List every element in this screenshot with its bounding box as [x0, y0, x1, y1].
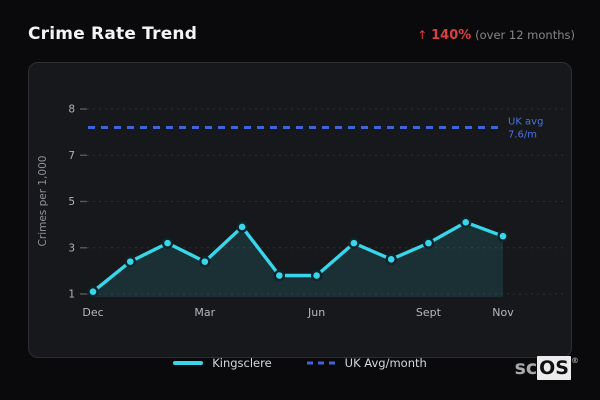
- x-tick-label: Jun: [307, 306, 325, 319]
- y-tick-label: 5: [68, 196, 75, 208]
- crime-trend-chart: Crimes per 1,000 1 3 5 7 8 Dec Mar Jun Sept Nov UK …: [37, 104, 564, 319]
- y-axis-title: Crimes per 1,000: [37, 156, 49, 247]
- brand-prefix: sc: [514, 357, 538, 379]
- data-point: [273, 269, 286, 282]
- data-point: [422, 237, 435, 249]
- chart-card: Crimes per 1,000 1 3 5 7 8 Dec Mar Jun Sept Nov UK …: [28, 62, 572, 358]
- data-point: [87, 285, 99, 298]
- data-point: [199, 255, 211, 268]
- legend-item-uk-avg: UK Avg/month: [306, 356, 427, 370]
- data-point: [236, 221, 248, 233]
- data-point: [385, 253, 397, 266]
- data-point: [124, 255, 136, 268]
- brand-box: OS: [537, 356, 571, 380]
- legend-label: UK Avg/month: [344, 356, 427, 370]
- y-tick-label: 7: [68, 150, 75, 162]
- header: Crime Rate Trend ↑ 140% (over 12 months): [28, 24, 575, 44]
- legend-item-kingsclere: Kingsclere: [173, 356, 272, 370]
- dashed-line-swatch-icon: [306, 361, 336, 365]
- x-tick-label: Sept: [416, 306, 442, 319]
- series-area-fill: [93, 222, 503, 297]
- series-line-kingsclere: [91, 220, 505, 294]
- y-tick-label: 8: [68, 104, 75, 116]
- data-point: [310, 269, 323, 282]
- chart-legend: Kingsclere UK Avg/month: [0, 353, 600, 373]
- legend-label: Kingsclere: [212, 356, 272, 370]
- trend-up-arrow-icon: ↑: [417, 28, 428, 42]
- data-point: [161, 237, 174, 249]
- data-point: [348, 237, 360, 249]
- x-tick-label: Nov: [492, 306, 514, 319]
- data-point: [460, 216, 472, 229]
- trend-caption: (over 12 months): [475, 28, 575, 42]
- y-tick-label: 3: [68, 242, 75, 254]
- page-title: Crime Rate Trend: [28, 24, 198, 44]
- uk-avg-annotation-line1: UK avg: [508, 117, 543, 128]
- x-tick-label: Dec: [82, 306, 103, 319]
- trend-value: 140%: [431, 28, 472, 43]
- x-tick-label: Mar: [194, 306, 215, 319]
- registered-mark: ®: [571, 356, 579, 365]
- trend-stat: ↑ 140% (over 12 months): [417, 28, 575, 43]
- scos-logo: sc OS ®: [515, 356, 579, 380]
- uk-avg-annotation-line2: 7.6/m: [508, 130, 537, 141]
- data-point: [497, 230, 509, 242]
- solid-line-swatch-icon: [173, 361, 204, 365]
- y-tick-label: 1: [68, 289, 75, 301]
